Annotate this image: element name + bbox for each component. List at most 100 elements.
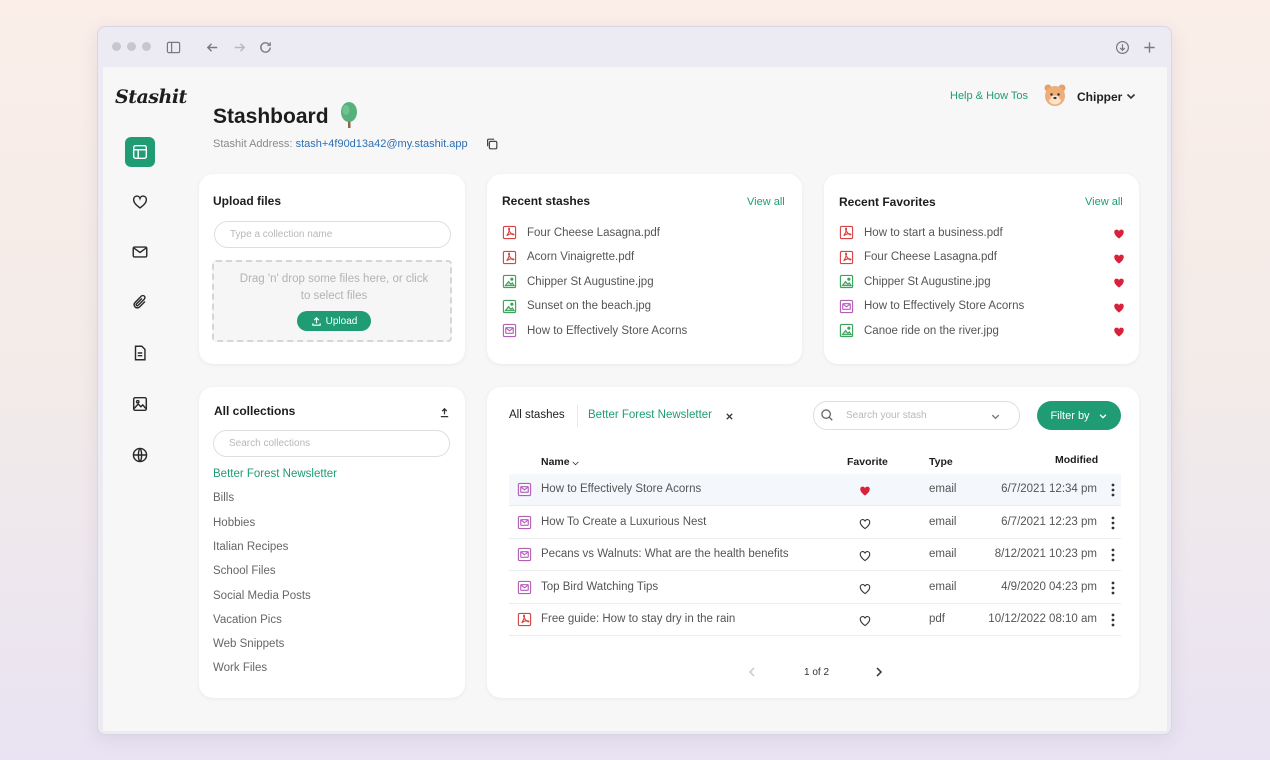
forward-arrow-icon[interactable] bbox=[230, 38, 248, 56]
row-favorite[interactable] bbox=[859, 582, 871, 600]
column-header-modified[interactable]: Modified bbox=[1055, 454, 1099, 466]
collection-item[interactable]: Vacation Pics bbox=[213, 613, 282, 626]
chevron-down-icon[interactable] bbox=[990, 411, 1001, 422]
more-options-icon[interactable] bbox=[1111, 516, 1115, 530]
row-name[interactable]: How To Create a Luxurious Nest bbox=[541, 515, 707, 528]
collection-item[interactable]: Hobbies bbox=[213, 516, 256, 529]
favorite-heart[interactable] bbox=[1113, 227, 1125, 239]
window-zoom-dot[interactable] bbox=[142, 42, 151, 51]
heart-outline-icon[interactable] bbox=[859, 615, 871, 627]
sort-icon[interactable] bbox=[439, 407, 450, 418]
more-options-icon[interactable] bbox=[1111, 581, 1115, 595]
user-avatar[interactable] bbox=[1043, 83, 1067, 107]
recent-favorite-item[interactable]: Canoe ride on the river.jpg bbox=[839, 323, 999, 338]
heart-filled-icon[interactable] bbox=[1113, 228, 1125, 240]
recent-stash-item[interactable]: How to Effectively Store Acorns bbox=[502, 323, 687, 338]
recent-stashes-view-all[interactable]: View all bbox=[747, 196, 785, 208]
collection-item[interactable]: Work Files bbox=[213, 662, 268, 675]
image-icon[interactable] bbox=[125, 389, 155, 419]
search-stash-input[interactable]: Search your stash bbox=[813, 401, 1020, 430]
tab-all-stashes[interactable]: All stashes bbox=[509, 409, 565, 421]
filter-by-button[interactable]: Filter by bbox=[1037, 401, 1121, 430]
document-icon[interactable] bbox=[125, 338, 155, 368]
collection-item[interactable]: Better Forest Newsletter bbox=[213, 468, 337, 480]
recent-stash-item[interactable]: Sunset on the beach.jpg bbox=[502, 299, 651, 314]
recent-stash-item[interactable]: Four Cheese Lasagna.pdf bbox=[502, 225, 660, 240]
table-row[interactable]: How To Create a Luxurious Nest email 6/7… bbox=[509, 507, 1121, 539]
recent-favorite-item[interactable]: Four Cheese Lasagna.pdf bbox=[839, 250, 997, 265]
download-icon[interactable] bbox=[1113, 38, 1131, 56]
mail-icon[interactable] bbox=[125, 237, 155, 267]
tab-better-forest-newsletter[interactable]: Better Forest Newsletter bbox=[588, 409, 712, 421]
heart-outline-icon[interactable] bbox=[859, 518, 871, 530]
collection-item[interactable]: Bills bbox=[213, 492, 235, 505]
chevron-down-icon[interactable] bbox=[1125, 90, 1137, 102]
row-name[interactable]: How to Effectively Store Acorns bbox=[541, 483, 702, 495]
favorites-heart-icon[interactable] bbox=[125, 187, 155, 217]
prev-page-icon[interactable] bbox=[747, 666, 757, 678]
next-page-icon[interactable] bbox=[874, 666, 884, 678]
copy-icon[interactable] bbox=[485, 137, 499, 151]
table-row[interactable]: Top Bird Watching Tips email 4/9/2020 04… bbox=[509, 572, 1121, 604]
search-collections-input[interactable]: Search collections bbox=[213, 430, 450, 457]
email-icon bbox=[517, 580, 532, 594]
collection-item[interactable]: Italian Recipes bbox=[213, 540, 289, 553]
recent-favorite-item[interactable]: Chipper St Augustine.jpg bbox=[839, 274, 991, 289]
sidebar-toggle-icon[interactable] bbox=[164, 38, 182, 56]
table-row[interactable]: How to Effectively Store Acorns email 6/… bbox=[509, 474, 1121, 506]
dashboard-icon[interactable] bbox=[125, 137, 155, 167]
help-link[interactable]: Help & How Tos bbox=[950, 90, 1029, 102]
upload-button[interactable]: Upload bbox=[297, 311, 371, 331]
collection-name-input[interactable]: Type a collection name bbox=[214, 221, 451, 248]
row-favorite[interactable] bbox=[859, 517, 871, 535]
heart-filled-icon[interactable] bbox=[1113, 326, 1125, 338]
favorite-heart[interactable] bbox=[1113, 276, 1125, 288]
collection-item[interactable]: Social Media Posts bbox=[213, 589, 311, 602]
recent-favorite-item[interactable]: How to Effectively Store Acorns bbox=[839, 299, 1024, 314]
row-favorite[interactable] bbox=[859, 549, 871, 567]
row-file-icon bbox=[517, 612, 532, 632]
heart-filled-icon[interactable] bbox=[1113, 277, 1125, 289]
row-name[interactable]: Top Bird Watching Tips bbox=[541, 580, 659, 593]
recent-stash-item[interactable]: Chipper St Augustine.jpg bbox=[502, 274, 654, 289]
window-minimize-dot[interactable] bbox=[127, 42, 136, 51]
favorite-heart[interactable] bbox=[1113, 325, 1125, 337]
collection-item[interactable]: School Files bbox=[213, 565, 276, 578]
row-favorite[interactable] bbox=[859, 614, 871, 632]
heart-outline-icon[interactable] bbox=[859, 583, 871, 595]
stash-address-value[interactable]: stash+4f90d13a42@my.stashit.app bbox=[295, 138, 468, 150]
collection-item[interactable]: Web Snippets bbox=[213, 638, 285, 651]
reload-icon[interactable] bbox=[256, 38, 274, 56]
app-logo[interactable]: Stashit bbox=[115, 86, 187, 108]
more-options-icon[interactable] bbox=[1111, 548, 1115, 562]
row-name[interactable]: Pecans vs Walnuts: What are the health b… bbox=[541, 548, 789, 560]
heart-filled-icon[interactable] bbox=[859, 485, 871, 497]
favorite-heart[interactable] bbox=[1113, 301, 1125, 313]
recent-stash-item[interactable]: Acorn Vinaigrette.pdf bbox=[502, 250, 634, 265]
column-header-type[interactable]: Type bbox=[929, 456, 953, 468]
heart-filled-icon[interactable] bbox=[1113, 253, 1125, 265]
table-row[interactable]: Free guide: How to stay dry in the rain … bbox=[509, 604, 1121, 636]
recent-favorite-item[interactable]: How to start a business.pdf bbox=[839, 225, 1003, 240]
email-icon bbox=[517, 515, 532, 529]
column-header-favorite[interactable]: Favorite bbox=[847, 456, 888, 468]
back-arrow-icon[interactable] bbox=[203, 38, 221, 56]
heart-filled-icon[interactable] bbox=[1113, 302, 1125, 314]
file-dropzone[interactable]: Drag 'n' drop some files here, or click … bbox=[212, 260, 452, 342]
row-favorite[interactable] bbox=[859, 484, 871, 502]
window-close-dot[interactable] bbox=[112, 42, 121, 51]
heart-outline-icon[interactable] bbox=[859, 550, 871, 562]
recent-favorites-view-all[interactable]: View all bbox=[1085, 196, 1123, 208]
more-options-icon[interactable] bbox=[1111, 483, 1115, 497]
new-tab-icon[interactable] bbox=[1140, 38, 1158, 56]
table-row[interactable]: Pecans vs Walnuts: What are the health b… bbox=[509, 539, 1121, 571]
user-name[interactable]: Chipper bbox=[1077, 90, 1123, 104]
recent-stashes-card: Recent stashes View all Four Cheese Lasa… bbox=[487, 174, 802, 364]
close-icon[interactable] bbox=[725, 412, 734, 421]
favorite-heart[interactable] bbox=[1113, 252, 1125, 264]
column-header-name[interactable]: Name ⌵ bbox=[541, 456, 579, 468]
paperclip-icon[interactable] bbox=[125, 287, 155, 317]
globe-icon[interactable] bbox=[125, 440, 155, 470]
row-name[interactable]: Free guide: How to stay dry in the rain bbox=[541, 613, 736, 625]
more-options-icon[interactable] bbox=[1111, 613, 1115, 627]
